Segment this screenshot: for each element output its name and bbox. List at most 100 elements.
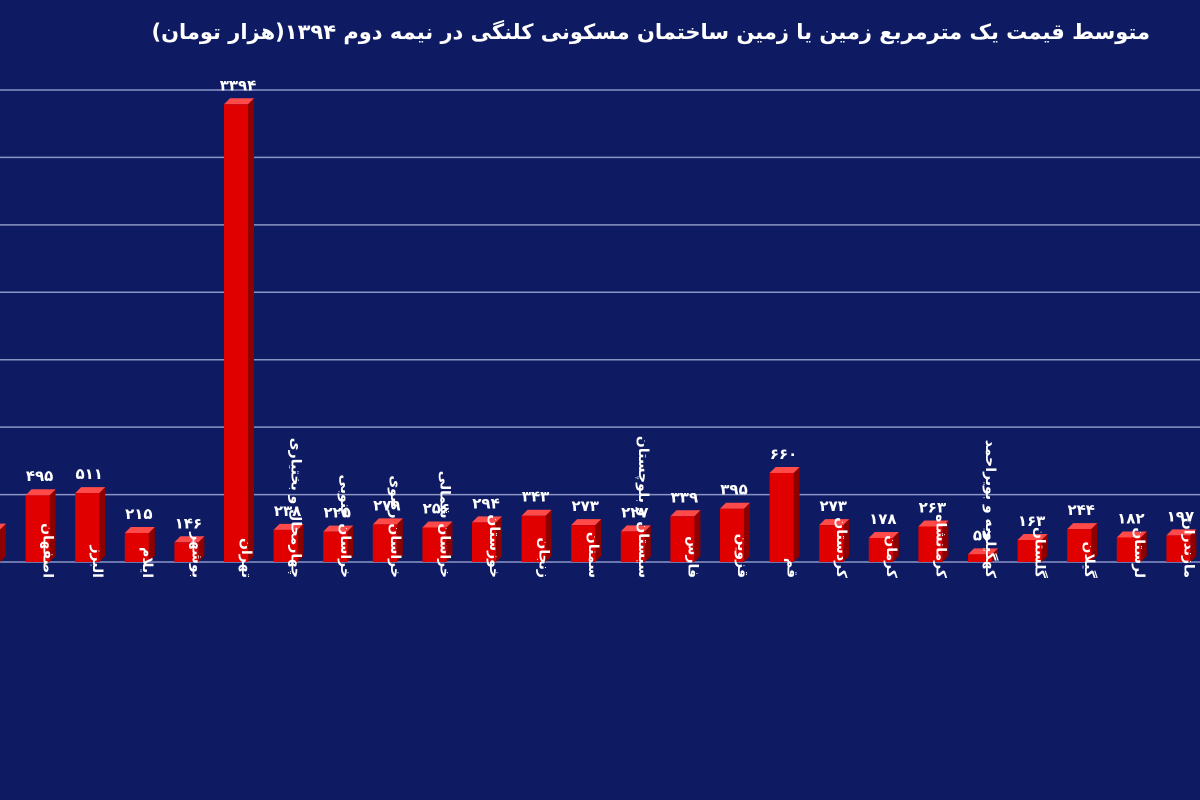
bar-top: [273, 523, 304, 530]
bar-front: [968, 554, 992, 562]
bar-side: [545, 509, 552, 562]
category-label: بوشهر: [188, 531, 204, 578]
bar-top: [819, 519, 850, 526]
value-label: ۴۹۵: [26, 467, 53, 485]
category-label: خوزستان: [486, 514, 502, 578]
value-label: ۲۶۳: [919, 499, 946, 517]
value-label: ۱۴۶: [175, 514, 202, 532]
bar-front: [372, 524, 397, 562]
value-label: ۵۱۱: [75, 465, 102, 483]
bar: [273, 523, 304, 562]
bar-side: [496, 516, 502, 562]
category-label: قم: [784, 558, 800, 578]
gridlines: [0, 89, 1200, 563]
category-label: قزوین: [734, 534, 750, 578]
value-label: ۳۴۳: [522, 488, 549, 506]
bar-front: [1067, 529, 1092, 562]
bar-front: [174, 542, 199, 562]
bar-front: [521, 515, 546, 562]
bar-top: [472, 516, 502, 523]
value-label: ۲۷۳: [571, 497, 598, 515]
category-label: تهران: [238, 538, 254, 578]
value-label: ۵۷: [973, 526, 991, 544]
category-label: چهارمحال و بختیاری: [288, 438, 304, 578]
bar: [620, 525, 651, 562]
category-label: گلستان: [1032, 527, 1049, 579]
value-label: ۶۶۰: [770, 445, 797, 463]
chart-title: متوسط قیمت یک مترمربع زمین یا زمین ساختم…: [151, 20, 1150, 44]
bar-side: [0, 523, 6, 562]
bar-side: [297, 523, 304, 562]
category-label: ایلام: [139, 547, 155, 578]
bar-front: [868, 537, 893, 562]
bar-side: [1140, 531, 1147, 562]
value-label: ۲۲۵: [323, 504, 350, 522]
value-label: ۳۳۹: [671, 488, 698, 506]
bar: [868, 531, 899, 562]
bars: [0, 98, 1197, 562]
category-label: کهگیلویه و بویراحمد: [982, 440, 999, 579]
value-label: ۳۹۵: [720, 481, 747, 499]
bar-side: [793, 466, 800, 562]
bar: [224, 98, 254, 562]
category-label: کردستان: [833, 517, 849, 579]
bar-side: [644, 525, 651, 562]
bar: [670, 510, 701, 562]
bar: [1017, 534, 1048, 562]
category-labels: اصفهان البرز ایلام بوشهر تهران چهارمحال و بخت…: [40, 436, 1197, 579]
bar-top: [75, 487, 106, 494]
bar-front: [25, 495, 50, 562]
bar-side: [694, 510, 701, 562]
bar: [521, 509, 552, 562]
bar-top: [0, 523, 6, 530]
category-label: زنجان: [536, 537, 552, 578]
bar-top: [1017, 534, 1048, 541]
bar: [1116, 531, 1147, 562]
bar-side: [1190, 529, 1197, 562]
bar-front: [918, 526, 943, 562]
value-label: ۲۷۳: [819, 497, 846, 515]
value-label: ۱۷۸: [869, 510, 896, 528]
bar-top: [670, 510, 701, 517]
bar-front: [670, 516, 695, 562]
bar-top: [868, 531, 899, 538]
bar-side: [446, 521, 453, 562]
bar: [968, 548, 998, 562]
bar-top: [124, 527, 155, 534]
bar-side: [396, 518, 403, 562]
value-label: ۱۹۷: [1167, 507, 1194, 525]
bar-front: [75, 493, 100, 562]
category-label: سمنان: [585, 532, 601, 578]
category-label: البرز: [89, 544, 105, 578]
bar: [1067, 523, 1098, 562]
value-label: ۲۲۷: [621, 503, 648, 521]
bar: [323, 525, 354, 562]
bar: [174, 536, 205, 562]
bar-front: [620, 531, 645, 562]
bar-side: [99, 487, 106, 562]
bar-front: [472, 522, 496, 562]
bar-front: [273, 529, 298, 562]
bar-top: [372, 518, 403, 525]
bar: [25, 489, 56, 562]
bar-front: [720, 508, 744, 562]
category-label: کرمانشاه: [932, 514, 948, 579]
bar-front: [769, 472, 794, 562]
bar: [124, 527, 155, 562]
bar-front: [1166, 535, 1191, 562]
bar-top: [422, 521, 453, 528]
category-label: خراسان رضوی: [387, 475, 403, 578]
bar-side: [1091, 523, 1098, 562]
value-label: ۳۳۹۴: [220, 76, 257, 94]
category-label: خراسان شمالی: [436, 471, 452, 578]
bar-top: [1116, 531, 1147, 538]
bar-side: [892, 531, 899, 562]
bar-front: [819, 525, 844, 562]
category-label: لرستان: [1131, 527, 1147, 578]
bar-side: [942, 520, 949, 562]
bar-side: [1041, 534, 1048, 562]
bar-top: [720, 502, 750, 509]
bar-top: [1166, 529, 1197, 536]
bar-side: [595, 519, 602, 562]
